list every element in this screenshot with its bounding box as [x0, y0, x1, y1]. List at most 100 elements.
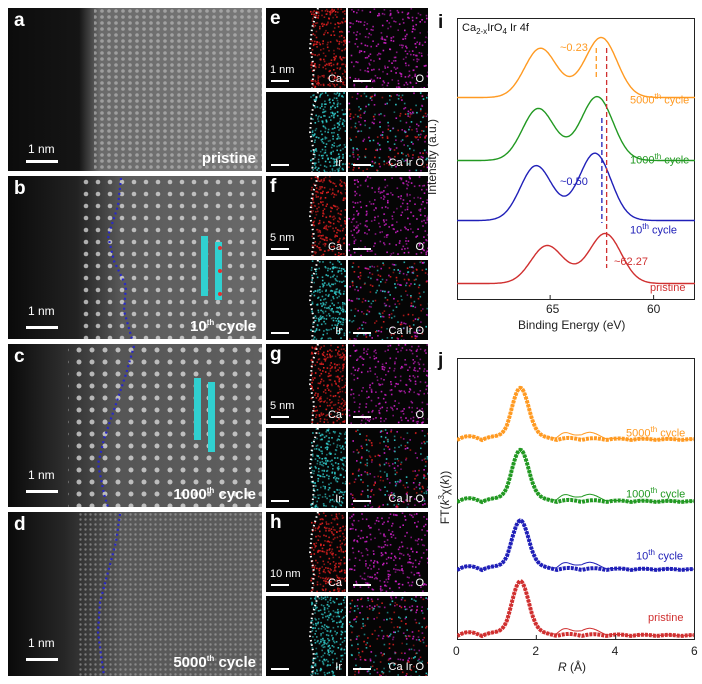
scale-bar-c	[26, 490, 58, 493]
eds-map-g-ir: Ir	[266, 428, 346, 508]
eds-scale-bar-g-ca	[271, 416, 289, 418]
xps-frame	[457, 18, 695, 300]
xps-series-0	[457, 232, 695, 285]
eds-map-e-ca: Ca 1 nm e	[266, 8, 346, 88]
eds-scale-bar-f-ca	[271, 248, 289, 250]
eds-map-g-o: O	[348, 344, 428, 424]
tem-panel-d: d 1 nm 5000th cycle	[8, 512, 262, 676]
eds-map-label-e-o: O	[415, 73, 424, 85]
panel-label-g: g	[270, 344, 282, 365]
panel-caption-a: pristine	[201, 150, 256, 167]
panel-caption-d: 5000th cycle	[173, 654, 256, 671]
panel-label-d: d	[14, 514, 26, 535]
eds-map-label-g-ir: Ir	[335, 493, 342, 505]
exafs-xlabel: R (Å)	[558, 660, 587, 674]
eds-scale-bar-f-o	[353, 248, 371, 250]
xps-series-label-2: 10th cycle	[630, 222, 678, 237]
exafs-chart	[457, 385, 695, 640]
exafs-tick-4: 4	[611, 644, 619, 658]
exafs-series-fit-3	[457, 387, 694, 441]
scale-bar-text-d: 1 nm	[28, 636, 55, 650]
exafs-tick-2: 2	[532, 644, 540, 658]
eds-map-e-overlay: Ca Ir O	[348, 92, 428, 172]
panel-label-i: i	[438, 12, 444, 33]
eds-scale-bar-g-ir	[271, 500, 289, 502]
eds-scale-bar-h-ca	[271, 584, 289, 586]
xps-series-label-1: 1000th cycle	[630, 152, 690, 167]
eds-scale-text-h: 10 nm	[270, 568, 301, 580]
exafs-series-label-1: 1000th cycle	[626, 486, 686, 501]
eds-scale-text-f: 5 nm	[270, 232, 295, 244]
exafs-series-label-0: 5000th cycle	[626, 425, 686, 440]
panel-label-j: j	[438, 350, 444, 371]
panel-label-h: h	[270, 512, 282, 533]
exafs-frame	[457, 358, 695, 640]
panel-label-f: f	[270, 176, 277, 197]
panel-label-b: b	[14, 178, 26, 199]
eds-map-h-ca: Ca 10 nm h	[266, 512, 346, 592]
eds-map-f-overlay: Ca Ir O	[348, 260, 428, 340]
eds-scale-bar-g-overlay	[353, 500, 371, 502]
eds-map-label-h-ca: Ca	[327, 577, 342, 589]
eds-scale-bar-f-overlay	[353, 332, 371, 334]
xps-series-label-0: 5000th cycle	[630, 92, 690, 107]
eds-scale-bar-h-overlay	[353, 668, 371, 670]
exafs-series-label-3: pristine	[648, 612, 684, 624]
xps-series-2	[457, 95, 695, 162]
tem-image-d	[8, 512, 262, 676]
exafs-ylabel: FT(k3χ(k))	[437, 470, 453, 525]
xps-series-3	[457, 36, 695, 99]
eds-map-h-ir: Ir	[266, 596, 346, 676]
eds-map-f-ir: Ir	[266, 260, 346, 340]
scale-bar-text-b: 1 nm	[28, 304, 55, 318]
exafs-tick-6: 6	[691, 644, 698, 658]
xps-chart	[457, 36, 695, 300]
eds-map-h-o: O	[348, 512, 428, 592]
eds-map-f-o: O	[348, 176, 428, 256]
eds-scale-bar-e-o	[353, 80, 371, 82]
eds-map-e-o: O	[348, 8, 428, 88]
eds-map-label-e-overlay: Ca Ir O	[388, 157, 424, 169]
xps-tick-60: 60	[647, 302, 661, 316]
tem-panel-b: b 1 nm 10th cycle	[8, 176, 262, 339]
scale-bar-b	[26, 326, 58, 329]
eds-map-label-f-ca: Ca	[327, 241, 342, 253]
xps-xlabel: Binding Energy (eV)	[518, 318, 626, 332]
eds-map-label-f-o: O	[415, 241, 424, 253]
xps-ylabel: Intensity (a.u.)	[425, 118, 440, 196]
eds-map-e-ir: Ir	[266, 92, 346, 172]
xps-series-label-3: pristine	[650, 282, 686, 294]
panel-label-e: e	[270, 8, 281, 29]
panel-label-a: a	[14, 10, 25, 31]
exafs-series-fit-0	[457, 580, 694, 637]
eds-scale-bar-e-ca	[271, 80, 289, 82]
scale-bar-d	[26, 658, 58, 661]
exafs-series-label-2: 10th cycle	[636, 548, 684, 563]
eds-map-g-overlay: Ca Ir O	[348, 428, 428, 508]
panel-caption-b: 10th cycle	[190, 318, 256, 335]
eds-map-h-overlay: Ca Ir O	[348, 596, 428, 676]
eds-map-g-ca: Ca 5 nm g	[266, 344, 346, 424]
exafs-tick-0: 0	[453, 644, 460, 658]
tem-panel-a: a 1 nm pristine	[8, 8, 262, 171]
exafs-series-data-0	[457, 579, 694, 639]
tem-image-a	[8, 8, 262, 171]
eds-map-label-e-ir: Ir	[335, 157, 342, 169]
eds-map-f-ca: Ca 5 nm f	[266, 176, 346, 256]
xps-annot-023: ~0.23	[560, 42, 588, 54]
xps-series-1	[457, 152, 695, 222]
eds-map-label-e-ca: Ca	[327, 73, 342, 85]
scale-bar-a	[26, 160, 58, 163]
eds-scale-bar-e-ir	[271, 164, 289, 166]
eds-scale-bar-f-ir	[271, 332, 289, 334]
xps-tick-65: 65	[546, 302, 560, 316]
xps-annot-6227: ~62.27	[614, 256, 648, 268]
xps-annot-050: ~0.50	[560, 176, 588, 188]
tem-panel-c: c 1 nm 1000th cycle	[8, 344, 262, 507]
eds-map-label-g-overlay: Ca Ir O	[388, 493, 424, 505]
xps-title: Ca2-xIrO4 Ir 4f	[462, 22, 529, 37]
tem-image-c	[8, 344, 262, 507]
scale-bar-text-c: 1 nm	[28, 468, 55, 482]
eds-map-label-h-ir: Ir	[335, 661, 342, 673]
eds-map-label-g-o: O	[415, 409, 424, 421]
